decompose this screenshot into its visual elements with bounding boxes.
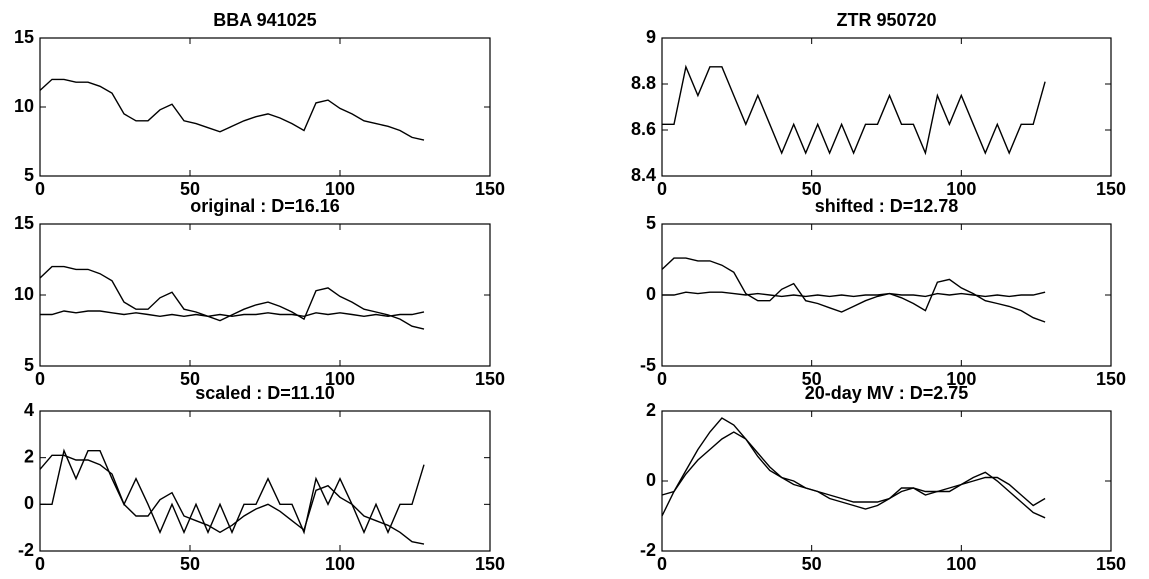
series-line [662, 64, 1046, 156]
series-line [662, 291, 1046, 298]
x-tick-label: 50 [802, 369, 822, 389]
panel-title: scaled : D=11.10 [195, 383, 335, 403]
x-tick-label: 150 [475, 369, 505, 389]
y-tick-label: 10 [14, 96, 34, 116]
series-line [40, 310, 425, 318]
series-line [39, 265, 425, 330]
y-tick-label: 8.4 [631, 165, 656, 185]
x-tick-label: 0 [35, 179, 45, 199]
y-tick-label: -2 [18, 540, 34, 560]
x-tick-label: 50 [802, 179, 822, 199]
y-tick-label: 10 [14, 284, 34, 304]
x-tick-label: 50 [180, 179, 200, 199]
series-line [40, 448, 425, 535]
series-line [661, 257, 1046, 323]
x-tick-label: 0 [35, 554, 45, 574]
x-tick-label: 100 [946, 369, 976, 389]
axes-frame [39, 410, 491, 552]
x-tick-label: 150 [1096, 179, 1126, 199]
x-tick-label: 0 [657, 554, 667, 574]
y-tick-label: 0 [24, 493, 34, 513]
series-line [661, 417, 1046, 519]
x-tick-label: 50 [180, 369, 200, 389]
x-tick-label: 50 [802, 554, 822, 574]
panel-title: shifted : D=12.78 [815, 196, 959, 216]
x-tick-label: 100 [325, 179, 355, 199]
y-tick-label: 15 [14, 213, 34, 233]
x-tick-label: 100 [325, 554, 355, 574]
x-tick-label: 0 [657, 369, 667, 389]
x-tick-label: 100 [946, 554, 976, 574]
y-tick-label: 8.8 [631, 73, 656, 93]
panel-title: original : D=16.16 [190, 196, 340, 216]
y-tick-label: 0 [646, 470, 656, 490]
axes-frame [661, 37, 1112, 177]
panel-title: ZTR 950720 [836, 10, 936, 30]
x-tick-label: 150 [1096, 554, 1126, 574]
y-tick-label: -2 [640, 540, 656, 560]
y-tick-label: 2 [24, 446, 34, 466]
x-tick-label: 150 [1096, 369, 1126, 389]
y-tick-label: 0 [646, 284, 656, 304]
series-line [39, 454, 425, 545]
y-tick-label: 9 [646, 27, 656, 47]
y-tick-label: -5 [640, 355, 656, 375]
axes-frame [39, 223, 491, 367]
y-tick-label: 2 [646, 400, 656, 420]
y-tick-label: 8.6 [631, 119, 656, 139]
series-line [39, 78, 425, 141]
axes-frame [661, 410, 1112, 552]
axes-frame [39, 37, 491, 177]
panel-title: 20-day MV : D=2.75 [805, 383, 969, 403]
x-tick-label: 150 [475, 554, 505, 574]
series-line [661, 431, 1046, 507]
y-tick-label: 5 [24, 355, 34, 375]
x-tick-label: 0 [657, 179, 667, 199]
y-tick-label: 5 [24, 165, 34, 185]
panel-title: BBA 941025 [213, 10, 316, 30]
x-tick-label: 100 [325, 369, 355, 389]
y-tick-label: 4 [24, 400, 34, 420]
x-tick-label: 150 [475, 179, 505, 199]
x-tick-label: 50 [180, 554, 200, 574]
y-tick-label: 5 [646, 213, 656, 233]
x-tick-label: 100 [946, 179, 976, 199]
y-tick-label: 15 [14, 27, 34, 47]
x-tick-label: 0 [35, 369, 45, 389]
